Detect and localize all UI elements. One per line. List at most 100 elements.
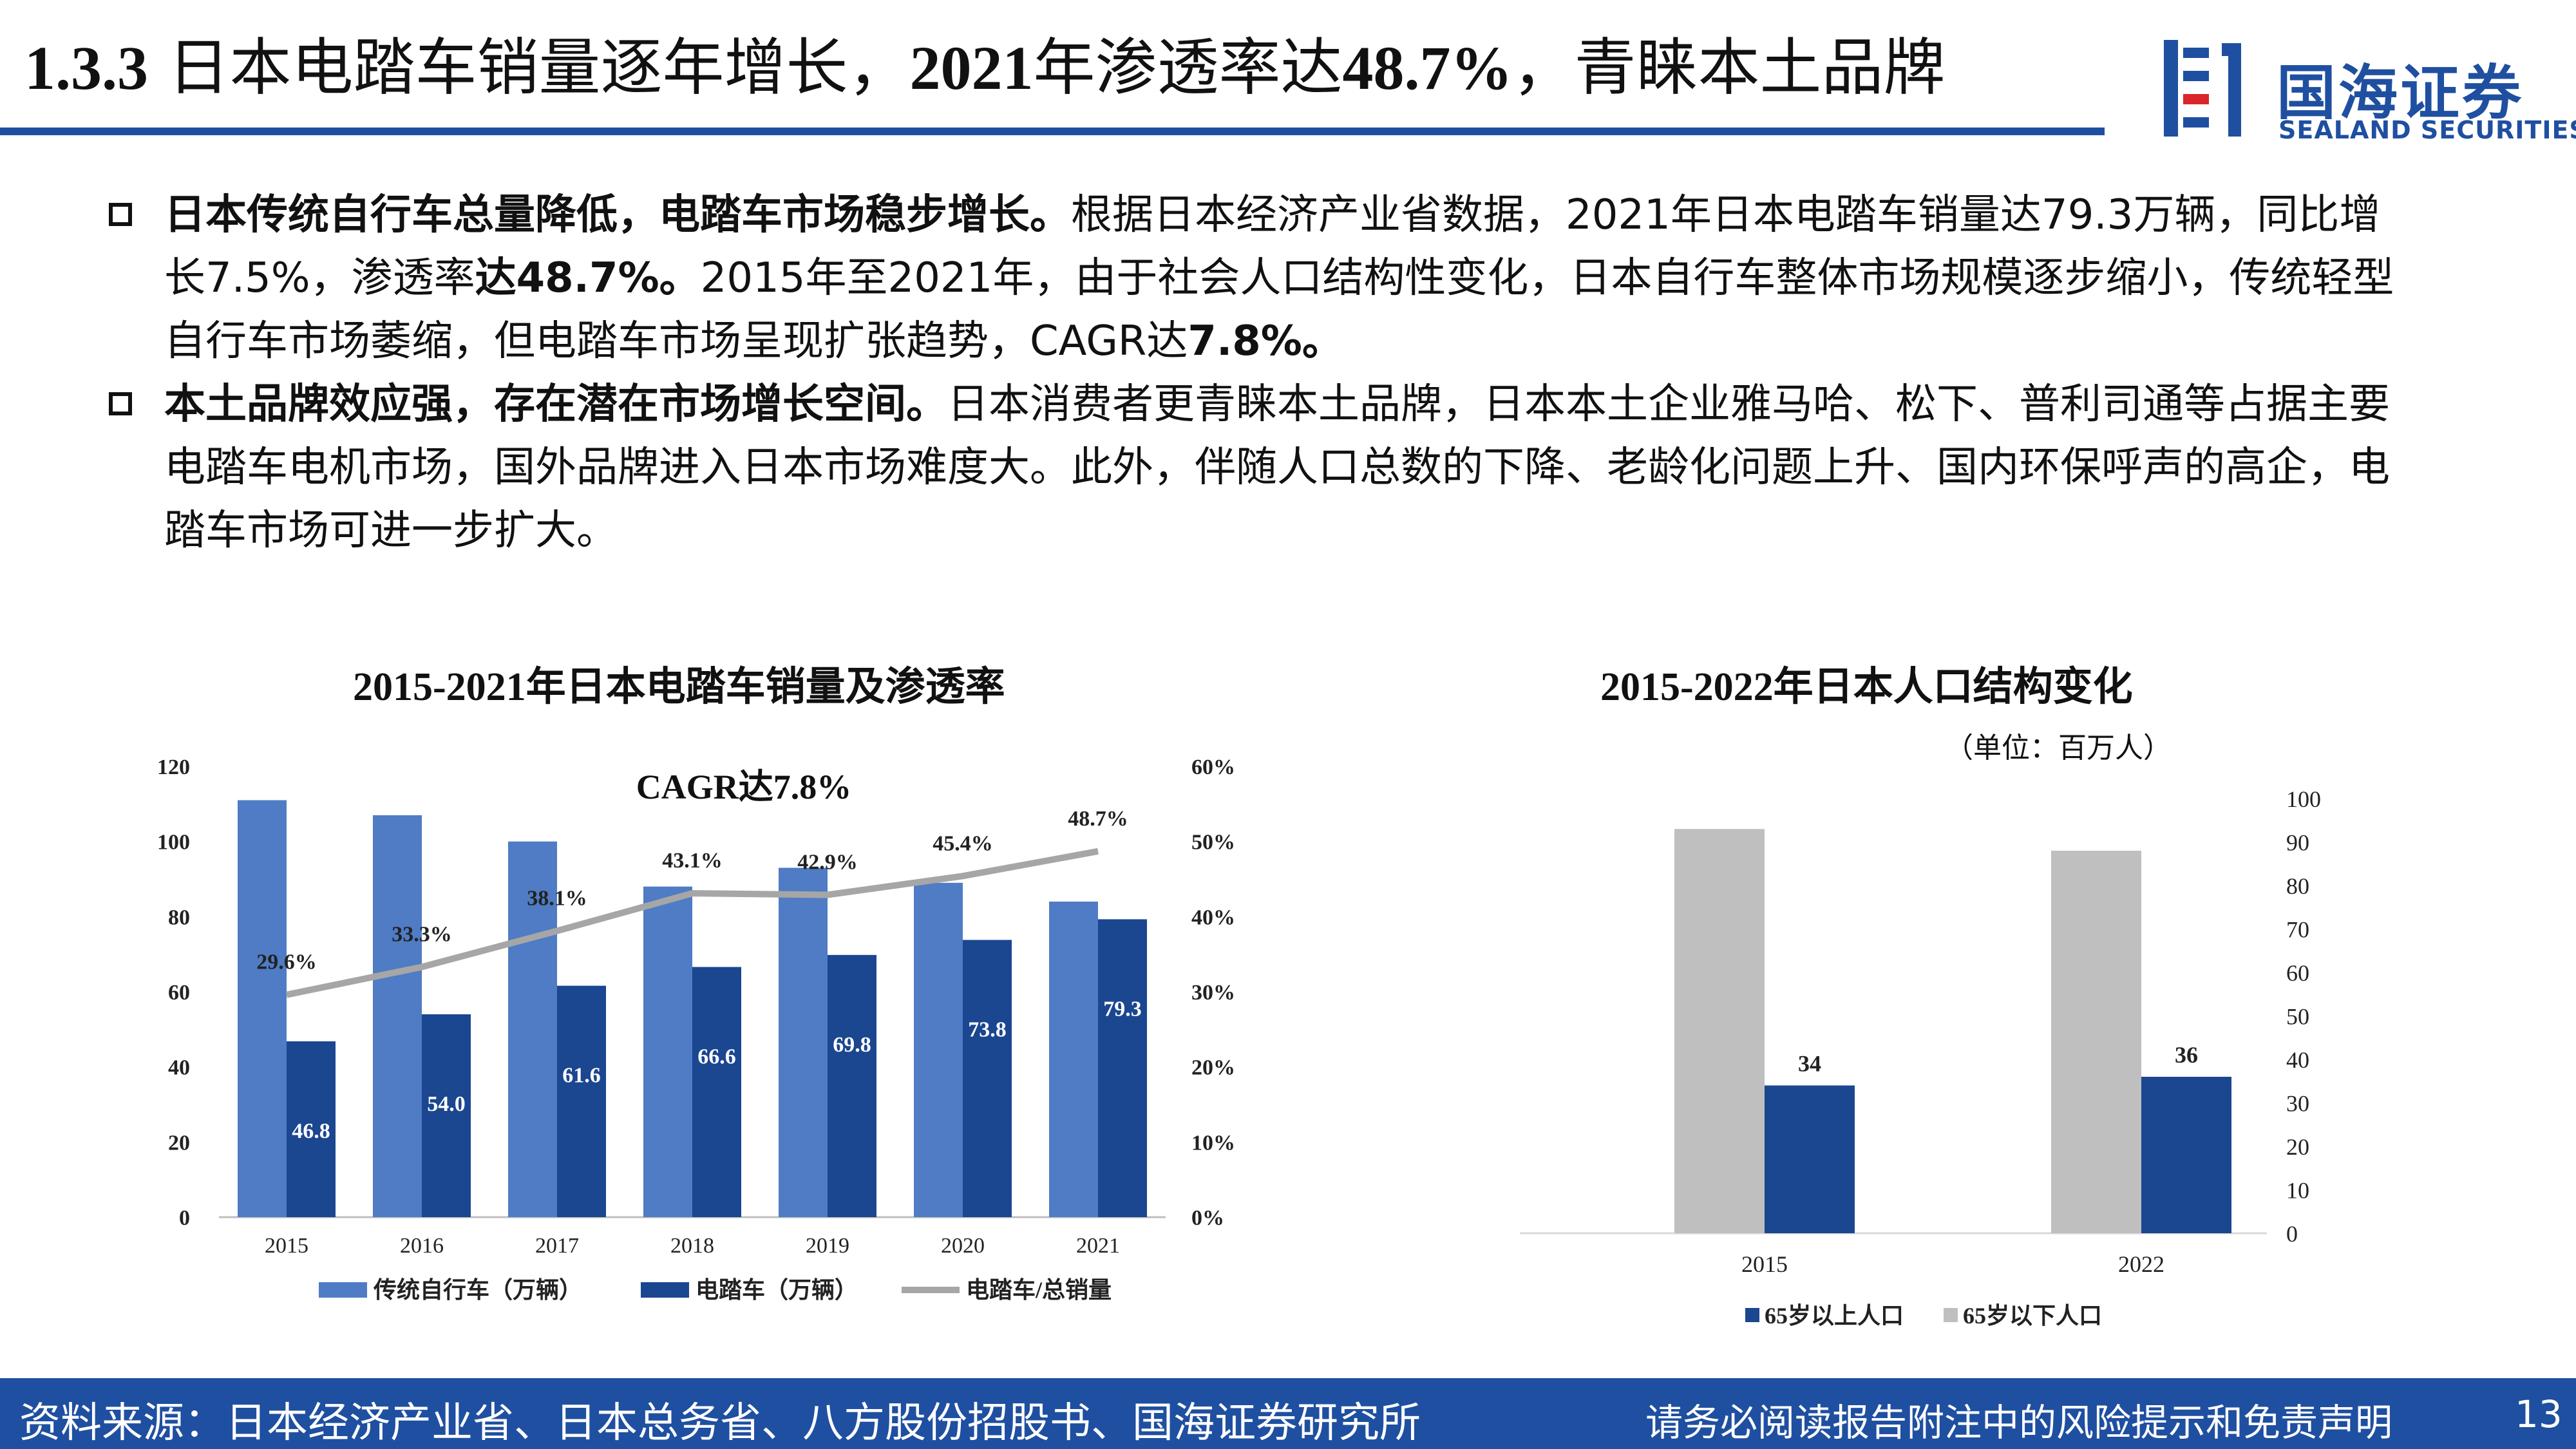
x-tick-label: 2015 [1741, 1251, 1788, 1277]
bullet-2-bold: 本土品牌效应强，存在潜在市场增长空间。 [164, 381, 947, 428]
chart-2-unit: （单位：百万人） [1945, 732, 2172, 764]
chart-2-population-structure: 0 10 20 30 40 50 60 70 80 90 100 34 2015 36 2022 65岁以上人… [1520, 786, 2321, 1329]
bar-ebike [828, 954, 876, 1217]
bullet-1-bold-2: 达48.7%。 [475, 254, 701, 302]
x-tick-label: 2019 [806, 1234, 849, 1258]
penetration-data-label: 48.7% [1068, 807, 1128, 831]
y-left-tick-label: 100 [157, 831, 190, 855]
legend-label-under-65: 65岁以下人口 [1963, 1303, 2102, 1329]
y-right-tick-label: 40% [1191, 905, 1235, 929]
bar-ebike [963, 940, 1012, 1217]
bar-over-65 [2141, 1077, 2231, 1233]
bar-ebike [287, 1041, 336, 1217]
y-right-tick-label: 50% [1191, 831, 1235, 855]
company-logo: 国海证券 SEALAND SECURITIES [2164, 40, 2576, 149]
y-right-tick-label: 0% [1191, 1206, 1224, 1230]
penetration-data-label: 38.1% [527, 887, 587, 911]
legend-swatch-over-65 [1745, 1308, 1759, 1322]
title-text: 日本电踏车销量逐年增长， [148, 32, 910, 104]
sealand-logo-mark-icon [2164, 40, 2241, 137]
y-tick-label: 40 [2286, 1047, 2309, 1073]
x-tick-label: 2017 [535, 1234, 579, 1258]
y-right-tick-label: 60% [1191, 755, 1235, 779]
y-left-tick-label: 20 [168, 1131, 190, 1155]
y-tick-label: 30 [2286, 1091, 2309, 1117]
penetration-data-label: 43.1% [662, 849, 723, 873]
legend-swatch-ebike [641, 1282, 689, 1298]
legend-label-traditional-bike: 传统自行车（万辆） [373, 1277, 582, 1303]
ebike-data-label: 69.8 [833, 1033, 871, 1057]
bullet-square-icon [109, 392, 132, 415]
y-tick-label: 20 [2286, 1134, 2309, 1160]
y-right-tick-label: 20% [1191, 1056, 1235, 1080]
chart-1-sales-penetration: 0 20 40 60 80 100 120 0% 10% 20% 30% 40% 50% 60% 46.8 2… [157, 755, 1235, 1303]
cagr-annotation: CAGR达7.8% [636, 768, 852, 806]
bar-under-65 [2051, 851, 2141, 1233]
y-left-tick-label: 80 [168, 905, 190, 929]
title-underline [0, 128, 2105, 135]
y-tick-label: 60 [2286, 960, 2309, 986]
y-tick-label: 70 [2286, 917, 2309, 943]
legend-label-over-65: 65岁以上人口 [1765, 1303, 1904, 1329]
y-tick-label: 80 [2286, 873, 2309, 899]
bar-traditional-bike [508, 841, 557, 1217]
legend-label-penetration: 电踏车/总销量 [966, 1277, 1112, 1303]
ebike-data-label: 46.8 [292, 1119, 330, 1143]
bullet-1-text-2: 2015年至2021年，由于社会人口结构性变化，日本自行车整体市场规模逐步缩小，… [164, 254, 2394, 365]
ebike-data-label: 79.3 [1103, 997, 1142, 1021]
y-right-tick-label: 10% [1191, 1131, 1235, 1155]
bullet-2-text: 日本消费者更青睐本土品牌，日本本土企业雅马哈、松下、普利司通等占据主要电踏车电机… [164, 381, 2390, 554]
source-note: 资料来源：日本经济产业省、日本总务省、八方股份招股书、国海证券研究所 [19, 1399, 1421, 1447]
ebike-data-label: 66.6 [697, 1045, 736, 1069]
bar-ebike [1098, 919, 1147, 1217]
x-tick-label: 2020 [941, 1234, 985, 1258]
y-left-tick-label: 120 [157, 755, 190, 779]
penetration-line [285, 848, 1099, 998]
y-left-tick-label: 60 [168, 981, 190, 1005]
bullet-item-2: 本土品牌效应强，存在潜在市场增长空间。日本消费者更青睐本土品牌，日本本土企业雅马… [106, 373, 2399, 562]
title-year: 2021 [909, 33, 1034, 102]
footer-bar: 资料来源：日本经济产业省、日本总务省、八方股份招股书、国海证券研究所 请务必阅读… [0, 1378, 2576, 1449]
x-tick-label: 2015 [265, 1234, 308, 1258]
legend-swatch-traditional-bike [319, 1282, 367, 1298]
bar-under-65 [1674, 829, 1765, 1233]
penetration-data-label: 42.9% [797, 851, 858, 875]
bar-traditional-bike [914, 882, 963, 1217]
bullet-1-text: 根据日本经济产业省数据，2021年日本电踏车销量达79.3万辆，同比增长7.5%… [164, 191, 2381, 302]
y-tick-label: 90 [2286, 830, 2309, 856]
x-tick-label: 2018 [670, 1234, 714, 1258]
legend-swatch-under-65 [1944, 1308, 1958, 1322]
bar-traditional-bike [373, 815, 422, 1217]
bar-traditional-bike [1049, 902, 1098, 1217]
x-tick-label: 2022 [2118, 1251, 2164, 1277]
bar-ebike [422, 1014, 471, 1217]
ebike-data-label: 54.0 [427, 1092, 466, 1116]
logo-text-cn: 国海证券 [2277, 59, 2524, 128]
chart-2-title: 2015-2022年日本人口结构变化 [1600, 665, 2133, 709]
bar-ebike [692, 967, 741, 1217]
over-65-data-label: 34 [1798, 1051, 1821, 1077]
x-tick-label: 2021 [1076, 1234, 1120, 1258]
y-left-tick-label: 0 [179, 1206, 190, 1230]
bullet-1-bold-3: 7.8%。 [1188, 317, 1343, 365]
page-number: 13 [2515, 1392, 2562, 1436]
y-tick-label: 0 [2286, 1221, 2298, 1247]
penetration-data-label: 33.3% [392, 923, 452, 947]
disclaimer-note: 请务必阅读报告附注中的风险提示和免责声明 [1645, 1401, 2393, 1444]
bar-ebike [557, 985, 606, 1217]
y-right-tick-label: 30% [1191, 981, 1235, 1005]
bar-traditional-bike [779, 867, 828, 1217]
bar-traditional-bike [643, 886, 692, 1217]
x-tick-label: 2016 [400, 1234, 444, 1258]
legend-label-ebike: 电踏车（万辆） [696, 1277, 858, 1303]
bullet-square-icon [109, 203, 132, 226]
ebike-data-label: 73.8 [968, 1018, 1007, 1042]
title-section-number: 1.3.3 [24, 33, 148, 102]
y-tick-label: 50 [2286, 1004, 2309, 1030]
bullet-list: 日本传统自行车总量降低，电踏车市场稳步增长。根据日本经济产业省数据，2021年日… [106, 184, 2399, 562]
logo-text-en: SEALAND SECURITIES [2278, 116, 2576, 144]
title-text-2: 年渗透率达 [1033, 32, 1343, 104]
ebike-data-label: 61.6 [562, 1064, 601, 1088]
penetration-data-label: 45.4% [933, 831, 993, 855]
penetration-data-label: 29.6% [256, 951, 317, 974]
